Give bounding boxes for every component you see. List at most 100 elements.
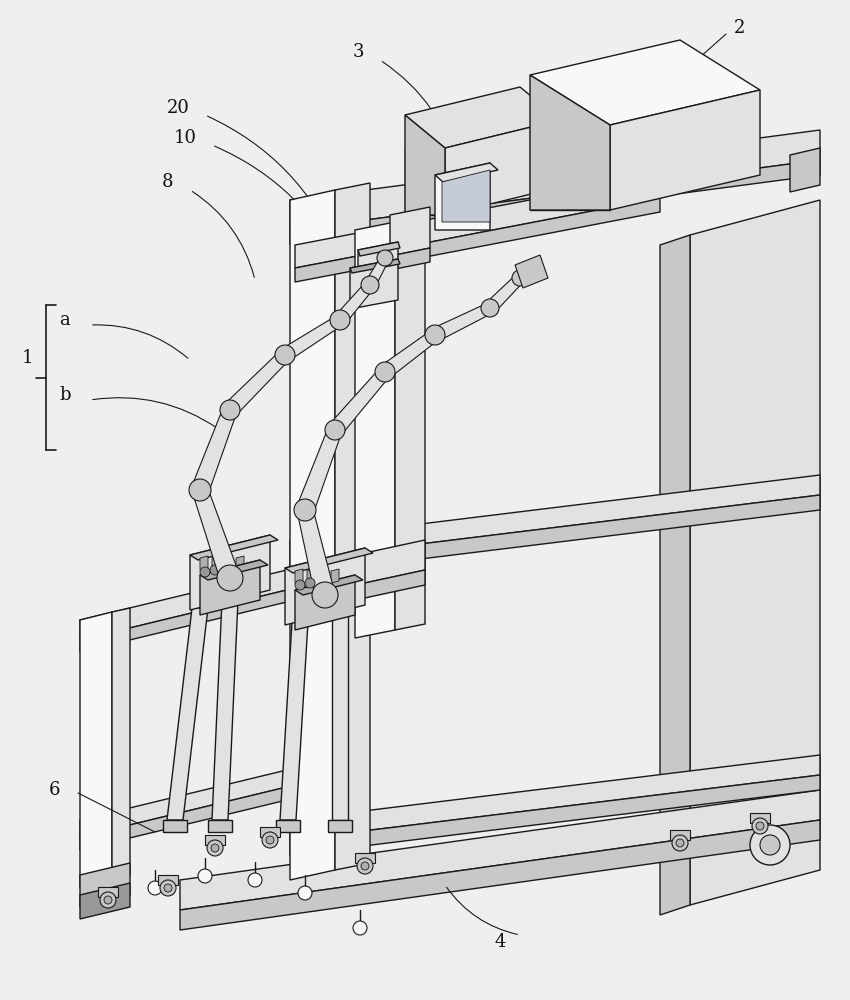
Polygon shape xyxy=(295,540,425,598)
Polygon shape xyxy=(200,556,208,570)
Text: 20: 20 xyxy=(167,99,190,117)
Circle shape xyxy=(207,840,223,856)
Polygon shape xyxy=(163,820,187,832)
Circle shape xyxy=(148,881,162,895)
Polygon shape xyxy=(670,830,690,840)
Circle shape xyxy=(375,362,395,382)
Polygon shape xyxy=(295,569,303,583)
Polygon shape xyxy=(281,315,343,361)
Polygon shape xyxy=(390,248,430,270)
Text: 3: 3 xyxy=(352,43,364,61)
Circle shape xyxy=(275,345,295,365)
Circle shape xyxy=(760,835,780,855)
Polygon shape xyxy=(80,568,295,640)
Polygon shape xyxy=(335,183,370,870)
Circle shape xyxy=(164,884,172,892)
Polygon shape xyxy=(295,575,363,595)
Polygon shape xyxy=(98,887,118,897)
Polygon shape xyxy=(290,190,335,880)
Polygon shape xyxy=(332,612,348,820)
Polygon shape xyxy=(432,303,492,341)
Polygon shape xyxy=(192,487,240,581)
Polygon shape xyxy=(180,790,820,910)
Polygon shape xyxy=(290,495,820,575)
Circle shape xyxy=(262,832,278,848)
Polygon shape xyxy=(295,198,660,282)
Polygon shape xyxy=(190,535,278,560)
Circle shape xyxy=(210,565,220,575)
Polygon shape xyxy=(307,569,315,583)
Polygon shape xyxy=(212,556,220,570)
Polygon shape xyxy=(167,608,208,820)
Circle shape xyxy=(211,844,219,852)
Polygon shape xyxy=(205,835,225,845)
Circle shape xyxy=(189,479,211,501)
Polygon shape xyxy=(290,755,820,840)
Polygon shape xyxy=(381,330,439,378)
Polygon shape xyxy=(280,622,308,820)
Polygon shape xyxy=(355,853,375,863)
Polygon shape xyxy=(329,368,390,435)
Polygon shape xyxy=(208,820,232,832)
Polygon shape xyxy=(80,883,130,919)
Polygon shape xyxy=(260,827,280,837)
Polygon shape xyxy=(224,350,290,416)
Circle shape xyxy=(217,565,243,591)
Circle shape xyxy=(305,578,315,588)
Polygon shape xyxy=(390,207,430,256)
Polygon shape xyxy=(212,600,238,820)
Polygon shape xyxy=(358,242,398,276)
Polygon shape xyxy=(190,535,270,610)
Polygon shape xyxy=(350,259,398,309)
Text: 2: 2 xyxy=(734,19,745,37)
Text: 6: 6 xyxy=(49,781,60,799)
Circle shape xyxy=(752,818,768,834)
Circle shape xyxy=(330,310,350,330)
Polygon shape xyxy=(290,475,820,560)
Circle shape xyxy=(676,839,684,847)
Polygon shape xyxy=(80,612,112,888)
Text: 8: 8 xyxy=(162,173,173,191)
Polygon shape xyxy=(319,569,327,583)
Polygon shape xyxy=(290,775,820,855)
Polygon shape xyxy=(530,75,610,210)
Circle shape xyxy=(198,869,212,883)
Circle shape xyxy=(248,873,262,887)
Circle shape xyxy=(312,582,338,608)
Polygon shape xyxy=(297,427,342,513)
Polygon shape xyxy=(328,820,352,832)
Polygon shape xyxy=(112,608,130,880)
Polygon shape xyxy=(295,175,660,268)
Circle shape xyxy=(325,420,345,440)
Polygon shape xyxy=(530,40,760,125)
Polygon shape xyxy=(80,768,295,837)
Text: 1: 1 xyxy=(22,349,34,367)
Circle shape xyxy=(361,276,379,294)
Polygon shape xyxy=(660,235,690,915)
Polygon shape xyxy=(180,820,820,930)
Circle shape xyxy=(377,250,393,266)
Polygon shape xyxy=(435,163,498,182)
Circle shape xyxy=(353,921,367,935)
Circle shape xyxy=(100,892,116,908)
Polygon shape xyxy=(295,575,355,630)
Circle shape xyxy=(200,567,210,577)
Polygon shape xyxy=(200,560,260,615)
Polygon shape xyxy=(331,569,339,583)
Polygon shape xyxy=(442,170,490,222)
Polygon shape xyxy=(80,785,295,850)
Polygon shape xyxy=(80,588,295,652)
Circle shape xyxy=(512,270,528,286)
Polygon shape xyxy=(435,163,490,230)
Polygon shape xyxy=(290,160,820,245)
Polygon shape xyxy=(395,215,425,630)
Circle shape xyxy=(750,825,790,865)
Circle shape xyxy=(104,896,112,904)
Circle shape xyxy=(425,325,445,345)
Circle shape xyxy=(220,400,240,420)
Text: b: b xyxy=(60,386,71,404)
Circle shape xyxy=(295,580,305,590)
Circle shape xyxy=(672,835,688,851)
Polygon shape xyxy=(610,90,760,210)
Polygon shape xyxy=(290,130,820,230)
